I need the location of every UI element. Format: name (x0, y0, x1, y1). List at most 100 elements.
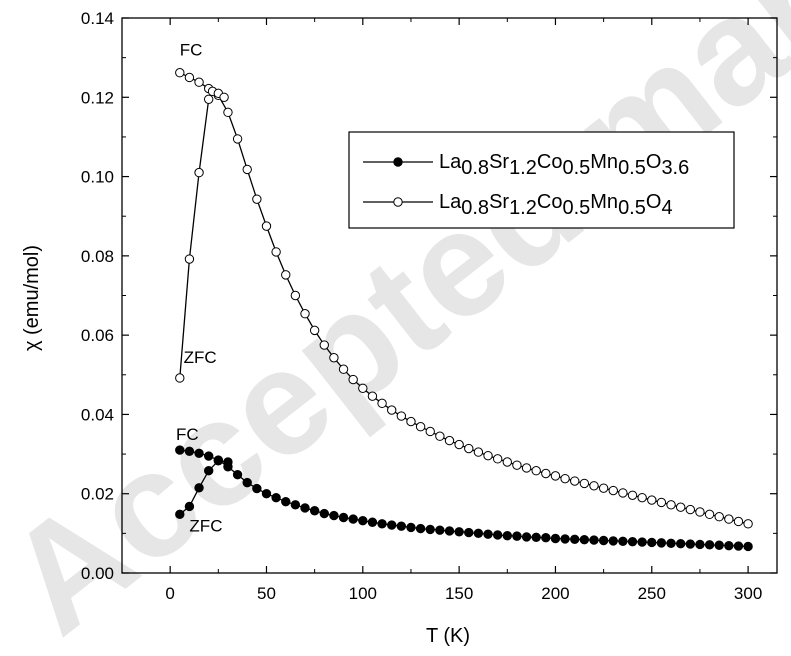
legend-entry-label: La0.8Sr1.2Co0.5Mn0.5O3.6 (439, 151, 689, 179)
data-point (406, 522, 416, 533)
data-point (733, 516, 744, 527)
data-point (203, 451, 214, 461)
legend-box (348, 131, 735, 229)
data-point (367, 391, 378, 401)
data-point (175, 373, 185, 383)
data-point (175, 445, 185, 455)
data-point (627, 490, 638, 500)
data-point (666, 500, 676, 510)
data-point (329, 353, 339, 363)
y-tick-label: 0.04 (81, 405, 114, 424)
data-point (695, 539, 705, 550)
data-point (415, 422, 426, 432)
data-point (675, 538, 686, 549)
data-point (329, 510, 339, 521)
data-point (618, 536, 628, 546)
data-point (714, 540, 724, 550)
x-tick-label: 200 (541, 584, 569, 603)
data-point (242, 477, 252, 488)
data-point (252, 483, 262, 494)
x-axis-title: T (K) (426, 625, 470, 647)
data-point (675, 502, 686, 512)
data-point (194, 77, 204, 87)
data-point (261, 489, 272, 499)
data-point (415, 523, 426, 534)
series-layer (175, 68, 753, 552)
data-point (512, 460, 522, 470)
x-tick-label: 300 (734, 584, 762, 603)
legend-marker (393, 157, 403, 167)
data-point (232, 134, 243, 144)
annotation-label: FC (180, 41, 203, 60)
data-point (492, 454, 503, 464)
data-point (223, 107, 233, 118)
data-point (473, 528, 484, 539)
data-point (541, 468, 551, 479)
x-tick-label: 250 (638, 584, 666, 603)
data-point (521, 532, 532, 542)
data-point (656, 538, 667, 548)
data-point (444, 435, 455, 446)
data-point (560, 534, 570, 544)
data-point (724, 540, 734, 551)
data-point (396, 521, 407, 531)
axes: 0 50 100 150 200 250 300 0.00 0.02 0.04 0.06 0.08 0.… (81, 9, 778, 603)
data-point (598, 483, 609, 493)
data-point (464, 527, 474, 538)
data-point (261, 221, 272, 231)
data-point (242, 164, 252, 175)
data-point (203, 466, 214, 476)
data-point (666, 538, 676, 548)
data-point (570, 476, 580, 486)
data-point (560, 473, 570, 484)
data-point (454, 439, 464, 450)
data-point (647, 495, 657, 505)
data-point (608, 485, 618, 496)
data-point (550, 533, 561, 544)
data-point (194, 483, 204, 493)
data-point (464, 443, 474, 454)
data-point (406, 416, 416, 427)
data-point (685, 539, 696, 549)
data-point (396, 411, 407, 421)
data-point (492, 530, 503, 540)
data-point (550, 471, 561, 481)
data-point (589, 481, 599, 491)
data-point (502, 531, 512, 541)
data-point (733, 541, 744, 551)
data-point (627, 536, 638, 547)
data-point (319, 508, 329, 519)
y-tick-label: 0.10 (81, 168, 114, 187)
data-point (232, 469, 243, 480)
data-point (435, 431, 445, 441)
data-point (618, 488, 628, 498)
x-tick-label: 150 (445, 584, 473, 603)
data-point (271, 492, 281, 503)
data-point (454, 527, 464, 537)
data-point (502, 457, 512, 467)
data-point (743, 541, 753, 552)
data-point (483, 450, 493, 461)
data-point (435, 525, 445, 535)
y-tick-label: 0.06 (81, 326, 114, 345)
data-point (338, 364, 349, 374)
data-point (656, 497, 667, 508)
data-point (570, 534, 580, 545)
x-tick-label: 100 (349, 584, 377, 603)
data-point (637, 537, 647, 547)
data-point (281, 270, 291, 280)
y-tick-label: 0.14 (81, 9, 114, 28)
data-point (175, 68, 185, 78)
x-tick-label: 50 (257, 584, 276, 603)
data-point (223, 457, 233, 467)
annotation-label: FC (176, 425, 199, 444)
data-point (348, 374, 358, 385)
data-point (377, 398, 387, 409)
data-point (203, 94, 214, 104)
annotation-label: ZFC (184, 348, 217, 367)
data-point (194, 448, 204, 458)
data-point (194, 167, 204, 178)
